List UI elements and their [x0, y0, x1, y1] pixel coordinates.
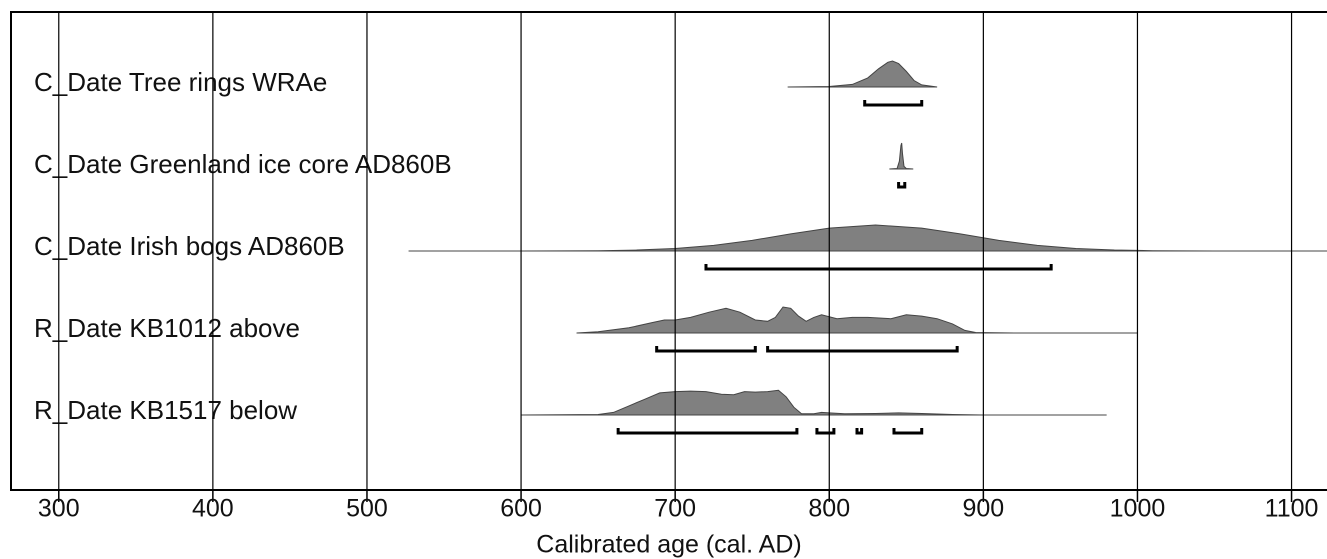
row-label: R_Date KB1517 below: [34, 395, 297, 425]
x-axis-title: Calibrated age (cal. AD): [536, 531, 801, 559]
range-bracket: [897, 182, 907, 189]
range-bracket: [892, 428, 924, 435]
x-tick-label: 500: [346, 495, 388, 523]
x-tick-label: 800: [808, 495, 850, 523]
density-area: [521, 389, 1107, 416]
x-tick-label: 1000: [1110, 495, 1166, 523]
range-bracket: [616, 428, 799, 435]
density-area: [576, 306, 1138, 334]
x-tick-label: 900: [963, 495, 1005, 523]
x-tick-label: 600: [500, 495, 542, 523]
range-bracket: [655, 346, 757, 353]
row-label: R_Date KB1012 above: [34, 313, 300, 343]
row-label: C_Date Tree rings WRAe: [34, 67, 327, 97]
range-bracket: [815, 428, 836, 435]
row-label: C_Date Greenland ice core AD860B: [34, 149, 452, 179]
density-area: [889, 142, 914, 170]
x-tick-label: 700: [654, 495, 696, 523]
density-area: [408, 224, 1327, 252]
range-bracket: [863, 100, 924, 107]
density-area: [787, 60, 938, 88]
x-tick-label: 1100: [1265, 495, 1319, 523]
range-bracket: [855, 428, 864, 435]
plot-frame: [10, 11, 1327, 491]
x-tick-label: 300: [38, 495, 80, 523]
row-label: C_Date Irish bogs AD860B: [34, 231, 345, 261]
range-bracket: [766, 346, 959, 353]
range-bracket: [704, 264, 1053, 271]
x-tick-label: 400: [192, 495, 234, 523]
